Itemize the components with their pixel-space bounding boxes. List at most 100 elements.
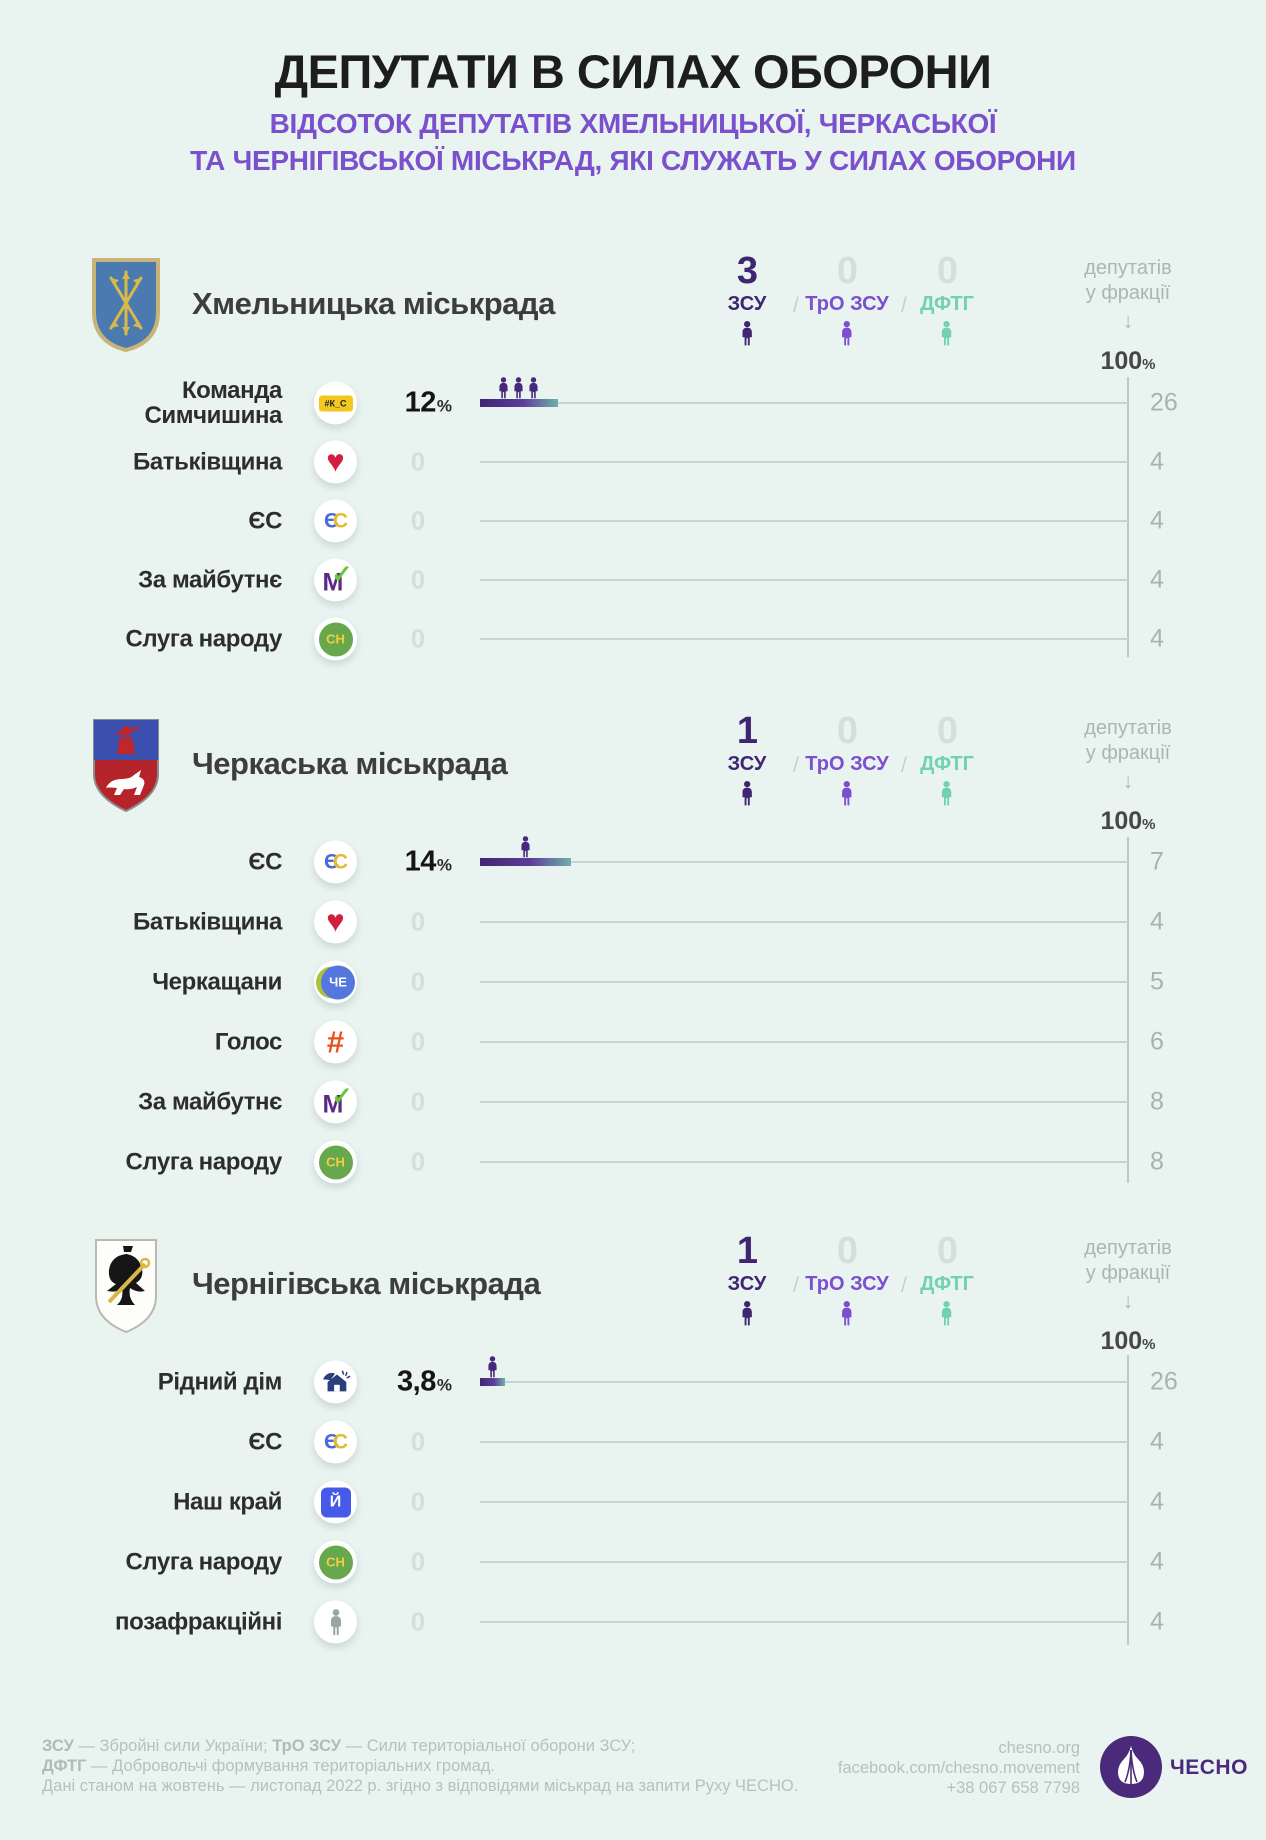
tro-person-icon <box>840 781 855 806</box>
axis-max-label: 100% <box>1100 1326 1156 1355</box>
percent-value: 3,8% <box>397 1365 452 1398</box>
track-line <box>480 402 1128 404</box>
party-logo-batkivshchyna: ♥ <box>314 900 357 944</box>
zsu-person-icon <box>740 781 755 806</box>
house-bird-icon <box>322 1370 350 1392</box>
heart-icon: ♥ <box>326 903 345 938</box>
stat-dftg: 0 ДФТГ <box>920 252 974 351</box>
es-logo-icon: ЄС <box>323 509 348 532</box>
zero-value: 0 <box>410 1426 426 1457</box>
page-subtitle-line2: ТА ЧЕРНІГІВСЬКОЇ МІСЬКРАД, ЯКІ СЛУЖАТЬ У… <box>190 144 1076 176</box>
stat-separator: / <box>793 754 799 777</box>
sn-badge-icon: СН <box>318 1545 353 1579</box>
section-title: Черкаська міськрада <box>192 746 508 781</box>
zero-value: 0 <box>410 505 426 536</box>
stat-tro-label: ТрО ЗСУ <box>805 753 889 775</box>
zero-value: 0 <box>410 966 426 997</box>
track-line <box>480 1501 1128 1503</box>
track-line <box>480 638 1128 640</box>
contacts-block: chesno.org facebook.com/chesno.movement … <box>680 1738 1080 1798</box>
stat-dftg-label: ДФТГ <box>920 293 974 315</box>
party-row: позафракційні 0 4 <box>0 1593 1266 1651</box>
stat-separator: / <box>793 294 799 317</box>
faction-size: 4 <box>1150 1427 1164 1456</box>
zero-value: 0 <box>410 623 426 654</box>
axis-header: депутатів у фракції ↓ 100% <box>1084 716 1171 837</box>
section-khmelnytska: Хмельницька міськрада 3 ЗСУ / 0 ТрО ЗСУ … <box>0 230 1266 690</box>
stat-separator: / <box>901 1274 907 1297</box>
axis-header-line2: у фракції <box>1085 282 1171 305</box>
axis-max-label: 100% <box>1100 806 1156 835</box>
sn-badge-icon: СН <box>318 1145 353 1179</box>
party-row: Слуга народу СН 0 8 <box>0 1133 1266 1191</box>
stat-dftg-count: 0 <box>936 710 958 752</box>
down-arrow-icon: ↓ <box>1122 1290 1134 1314</box>
party-row: Голос # 0 6 <box>0 1013 1266 1071</box>
zsu-person-icon <box>740 1301 755 1326</box>
party-row: Команда Симчишина #К_С 12% 26 <box>0 374 1266 432</box>
stat-tro-count: 0 <box>836 710 858 752</box>
page-subtitle-line1: ВІДСОТОК ДЕПУТАТІВ ХМЕЛЬНИЦЬКОЇ, ЧЕРКАСЬ… <box>269 108 997 139</box>
deputy-person-icon <box>519 836 532 858</box>
party-logo-komanda-symchyshyna: #К_С <box>314 381 357 425</box>
party-name: ЄС <box>248 507 282 535</box>
che-badge-icon: ЧЕ <box>316 965 355 999</box>
percent-value: 14% <box>404 845 452 878</box>
faction-size: 4 <box>1150 907 1164 936</box>
cherkasy-coat-of-arms-icon <box>93 719 159 813</box>
axis-header: депутатів у фракції ↓ 100% <box>1084 1236 1171 1357</box>
party-logo-es: ЄС <box>314 840 357 884</box>
stat-zsu-count: 1 <box>736 1230 758 1272</box>
faction-size: 4 <box>1150 447 1164 476</box>
facebook-link[interactable]: facebook.com/chesno.movement <box>837 1759 1080 1778</box>
faction-size: 26 <box>1150 1367 1178 1396</box>
stat-tro-label: ТрО ЗСУ <box>805 293 889 315</box>
track-line <box>480 579 1128 581</box>
track-line <box>480 520 1128 522</box>
chesno-logo-icon <box>1100 1736 1162 1798</box>
party-name: Слуга народу <box>125 1148 282 1176</box>
tro-person-icon <box>840 321 855 346</box>
chernihiv-coat-of-arms-icon <box>95 1239 157 1334</box>
serving-deputies-icons <box>480 836 571 858</box>
axis-header-line2: у фракції <box>1085 742 1171 765</box>
faction-size: 7 <box>1150 847 1164 876</box>
zero-value: 0 <box>410 564 426 595</box>
serving-deputies-icons <box>480 1356 505 1378</box>
stat-zsu: 1 ЗСУ <box>728 712 766 811</box>
deputy-person-icon <box>497 377 510 399</box>
faction-size: 4 <box>1150 1607 1164 1636</box>
track-line <box>480 1161 1128 1163</box>
axis-header-line1: депутатів <box>1084 1237 1172 1259</box>
zero-value: 0 <box>410 1486 426 1517</box>
party-name: Рідний дім <box>157 1368 283 1396</box>
party-row: Слуга народу СН 0 4 <box>0 1533 1266 1591</box>
es-logo-icon: ЄС <box>323 850 348 873</box>
website-link[interactable]: chesno.org <box>998 1739 1080 1757</box>
party-name: ЄС <box>248 848 282 876</box>
deputy-person-icon <box>527 377 540 399</box>
percent-value: 12% <box>404 386 452 419</box>
party-name: За майбутнє <box>138 1088 282 1116</box>
track-line <box>480 981 1128 983</box>
deputy-person-icon <box>486 1356 499 1378</box>
dftg-person-icon <box>939 321 954 346</box>
stat-zsu: 3 ЗСУ <box>728 250 766 351</box>
axis-line <box>1127 837 1129 1183</box>
zero-value: 0 <box>410 1606 426 1637</box>
dftg-person-icon <box>939 781 954 806</box>
party-name: Слуга народу <box>125 625 282 653</box>
faction-size: 4 <box>1150 1547 1164 1576</box>
stat-zsu-count: 3 <box>736 250 758 292</box>
stat-tro-count: 0 <box>836 1230 858 1272</box>
party-name: За майбутнє <box>138 566 282 594</box>
footnote-line3: Дані станом на жовтень — листопад 2022 р… <box>42 1777 799 1796</box>
stat-dftg-label: ДФТГ <box>920 753 974 775</box>
down-arrow-icon: ↓ <box>1122 310 1134 334</box>
faction-size: 8 <box>1150 1087 1164 1116</box>
value-bar <box>480 399 558 407</box>
party-logo-cherkashchany: ЧЕ <box>314 960 357 1004</box>
party-name: Слуга народу <box>125 1548 282 1576</box>
axis-line <box>1127 1355 1129 1645</box>
party-logo-non-affiliated <box>314 1600 357 1644</box>
